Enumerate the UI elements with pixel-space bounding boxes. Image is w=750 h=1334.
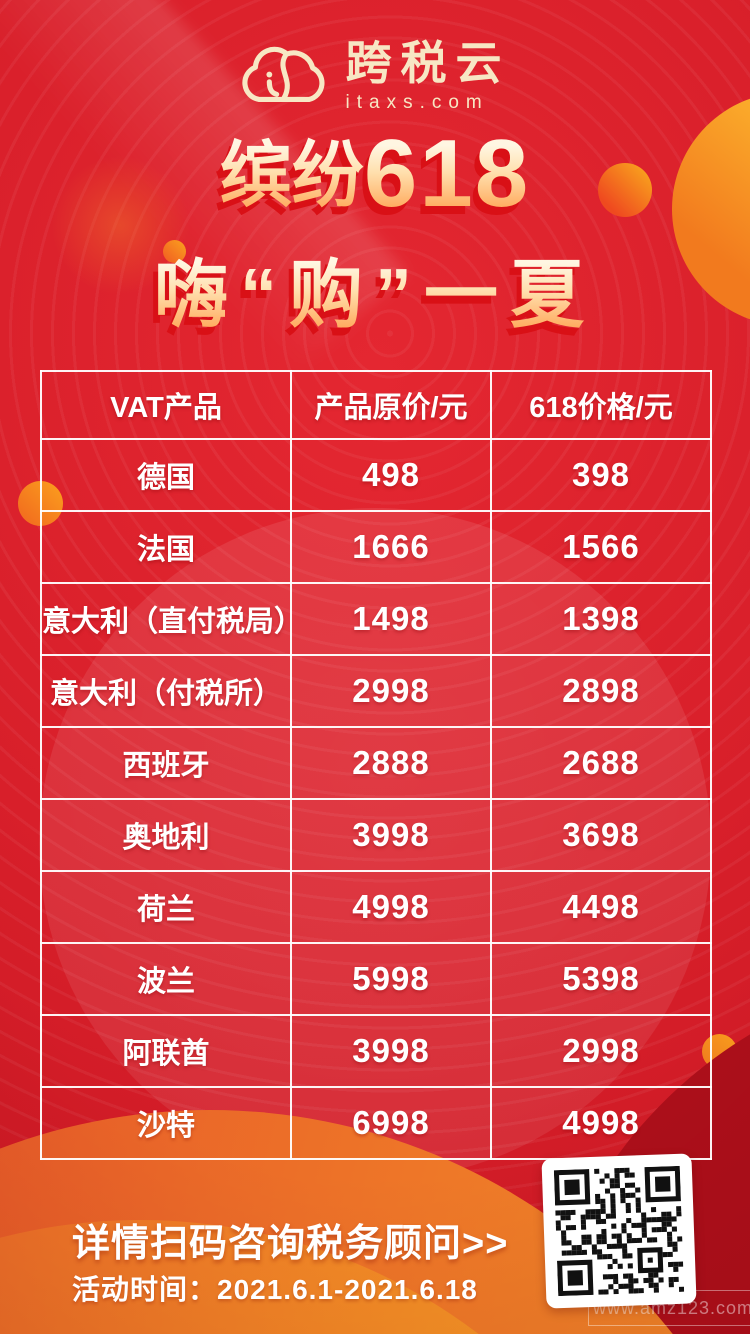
promo-price-cell: 5398 <box>490 942 712 1016</box>
hero-subtitle-text: 嗨“购”一夏 <box>154 253 596 336</box>
promo-price-cell: 2898 <box>490 654 712 728</box>
original-price-cell: 3998 <box>290 798 492 872</box>
product-cell: 阿联酋 <box>40 1014 292 1088</box>
table-row: 波兰 5998 5398 <box>40 942 712 1016</box>
product-cell: 波兰 <box>40 942 292 1016</box>
product-cell: 意大利（直付税局） <box>40 582 303 656</box>
qr-code-pattern <box>553 1165 685 1297</box>
product-cell: 意大利（付税所） <box>40 654 292 728</box>
promo-price-cell: 398 <box>490 438 712 512</box>
header-original-price: 产品原价/元 <box>290 370 492 440</box>
product-cell: 沙特 <box>40 1086 292 1160</box>
hero-title-text: 缤纷618 <box>219 120 531 227</box>
brand-domain: itaxs.com <box>345 92 489 113</box>
product-cell: 奥地利 <box>40 798 292 872</box>
qr-code <box>541 1153 697 1309</box>
header-promo-price: 618价格/元 <box>490 370 712 440</box>
promo-price-cell: 1398 <box>490 582 712 656</box>
promo-price-cell: 2998 <box>490 1014 712 1088</box>
product-cell: 荷兰 <box>40 870 292 944</box>
promo-price-cell: 3698 <box>490 798 712 872</box>
promo-price-cell: 2688 <box>490 726 712 800</box>
table-row: 德国 498 398 <box>40 438 712 512</box>
header-product: VAT产品 <box>40 370 292 440</box>
promo-price-cell: 4498 <box>490 870 712 944</box>
table-row: 意大利（付税所） 2998 2898 <box>40 654 712 728</box>
product-cell: 西班牙 <box>40 726 292 800</box>
table-row: 奥地利 3998 3698 <box>40 798 712 872</box>
orange-glow <box>50 155 190 295</box>
table-row: 西班牙 2888 2688 <box>40 726 712 800</box>
cta-text: 详情扫码咨询税务顾问>> <box>72 1223 509 1265</box>
table-row: 荷兰 4998 4498 <box>40 870 712 944</box>
table-row: 沙特 6998 4998 <box>40 1086 712 1160</box>
original-price-cell: 6998 <box>290 1086 492 1160</box>
cloud-logo-icon <box>241 46 325 103</box>
table-header-row: VAT产品 产品原价/元 618价格/元 <box>40 370 712 440</box>
hero-subtitle: 嗨“购”一夏 嗨“购”一夏 <box>0 258 750 340</box>
logo-text: 跨税云 itaxs.com <box>346 40 511 112</box>
promo-price-cell: 4998 <box>490 1086 712 1160</box>
original-price-cell: 1498 <box>290 582 492 656</box>
original-price-cell: 4998 <box>290 870 492 944</box>
original-price-cell: 3998 <box>290 1014 492 1088</box>
original-price-cell: 498 <box>290 438 492 512</box>
hero-title: 缤纷618 缤纷618 <box>0 134 750 230</box>
original-price-cell: 2998 <box>290 654 492 728</box>
price-table: VAT产品 产品原价/元 618价格/元 德国 498 398 法国 1666 … <box>40 370 712 1160</box>
table-row: 法国 1666 1566 <box>40 510 712 584</box>
original-price-cell: 2888 <box>290 726 492 800</box>
table-row: 阿联酋 3998 2998 <box>40 1014 712 1088</box>
brand-name: 跨税云 <box>345 37 511 89</box>
original-price-cell: 1666 <box>290 510 492 584</box>
hero-title-shadow: 缤纷618 <box>215 134 525 230</box>
orange-dot-left <box>163 240 186 263</box>
product-cell: 法国 <box>40 510 292 584</box>
orange-ball-small <box>598 163 652 217</box>
product-cell: 德国 <box>40 438 292 512</box>
original-price-cell: 5998 <box>290 942 492 1016</box>
table-row: 意大利（直付税局） 1498 1398 <box>40 582 712 656</box>
hero-subtitle-shadow: 嗨“购”一夏 <box>149 266 591 340</box>
event-period: 活动时间：2021.6.1-2021.6.18 <box>72 1274 478 1305</box>
brand-logo: 跨税云 itaxs.com <box>0 38 750 114</box>
promo-price-cell: 1566 <box>490 510 712 584</box>
